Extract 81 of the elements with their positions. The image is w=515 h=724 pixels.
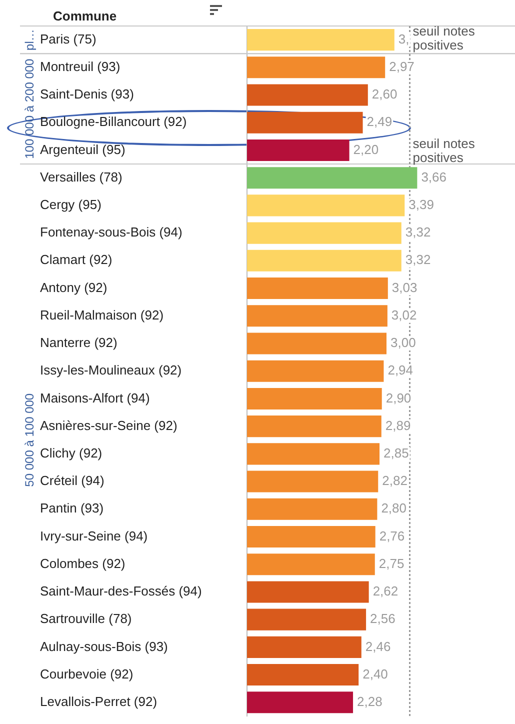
data-label: 2,46	[365, 638, 391, 654]
bar	[247, 498, 378, 520]
y-tick-label: Levallois-Perret (92)	[40, 694, 158, 709]
bar	[247, 278, 388, 300]
bar	[247, 388, 382, 410]
bar	[247, 56, 386, 78]
y-tick-label: Boulogne-Billancourt (92)	[40, 114, 187, 130]
bar	[247, 416, 382, 438]
data-label: 2,76	[379, 528, 405, 544]
y-tick-label: Paris (75)	[40, 31, 96, 46]
data-label: 2,90	[386, 390, 412, 406]
y-tick-label: Antony (92)	[40, 280, 108, 295]
y-tick-label: Fontenay-sous-Bois (94)	[40, 224, 182, 240]
data-label: 2,75	[378, 556, 404, 571]
y-tick-label: Saint-Maur-des-Fossés (94)	[40, 584, 202, 599]
y-tick-label: Créteil (94)	[40, 473, 104, 488]
data-label: 2,28	[357, 694, 382, 709]
y-tick-label: Asnières-sur-Seine (92)	[40, 418, 178, 433]
bar	[247, 636, 362, 658]
y-tick-label: Pantin (93)	[40, 500, 104, 516]
y-tick-label: Saint-Denis (93)	[40, 86, 134, 102]
y-tick-label: Clichy (92)	[40, 446, 102, 460]
bar	[247, 443, 380, 465]
y-tick-label: Versailles (78)	[40, 169, 122, 184]
y-tick-label: Issy-les-Moulineaux (92)	[40, 362, 182, 378]
bar	[247, 194, 405, 216]
y-tick-label: Aulnay-sous-Bois (93)	[40, 638, 168, 654]
y-tick-label: Maisons-Alfort (94)	[40, 390, 150, 406]
y-tick-label: Courbevoie (92)	[40, 666, 134, 682]
data-label: 2,60	[372, 86, 398, 102]
data-label: 2,85	[384, 446, 409, 460]
bar	[247, 581, 369, 603]
data-label: 3,00	[390, 335, 416, 350]
bar	[247, 470, 378, 492]
bar	[247, 29, 394, 51]
y-tick-label: Argenteuil (95)	[40, 142, 126, 157]
bar	[247, 139, 350, 162]
data-label: 2,97	[389, 58, 414, 74]
y-tick-label: Clamart (92)	[40, 252, 112, 268]
bar	[247, 167, 418, 189]
data-label: 3,	[398, 31, 410, 46]
data-label: 3,32	[405, 252, 431, 268]
y-axis-title: Commune	[53, 8, 117, 24]
data-label: 3,32	[405, 224, 431, 240]
data-label: 2,56	[370, 611, 396, 626]
bar	[247, 222, 402, 244]
bar	[247, 112, 363, 134]
data-label: 2,62	[372, 584, 398, 599]
data-label: 3,39	[408, 197, 434, 212]
y-tick-label: Sartrouville (78)	[40, 611, 132, 626]
bar	[247, 360, 384, 382]
y-tick-label: Nanterre (92)	[40, 335, 118, 350]
data-label: 2,89	[385, 418, 411, 433]
bar	[247, 250, 402, 272]
bar	[247, 526, 376, 548]
text: pl…	[22, 29, 36, 50]
y-tick-label: Rueil-Malmaison (92)	[40, 307, 164, 322]
text: 50 000 à 100 000	[22, 393, 36, 487]
data-label: 2,49	[366, 114, 392, 130]
y-tick-label: Cergy (95)	[40, 197, 102, 212]
bar	[247, 332, 386, 354]
y-tick-label: Ivry-sur-Seine (94)	[40, 528, 148, 544]
y-tick-label: Colombes (92)	[40, 556, 126, 571]
data-label: 2,82	[382, 473, 408, 488]
data-label: 3,66	[421, 169, 447, 184]
bar	[247, 608, 366, 630]
text: 100 000 à 200 000	[22, 58, 36, 159]
y-tick-label: Montreuil (93)	[40, 58, 120, 74]
bar	[247, 692, 354, 714]
data-label: 2,40	[362, 666, 388, 682]
bar	[247, 84, 368, 106]
bar	[247, 305, 388, 327]
data-label: 3,02	[391, 307, 417, 322]
annotation: seuil notes positives	[412, 136, 476, 165]
data-label: 2,20	[353, 142, 379, 157]
ref-line-label: seuil notes positives	[412, 24, 476, 53]
bar	[247, 554, 375, 576]
bar	[247, 664, 359, 686]
data-label: 2,80	[381, 500, 407, 516]
data-label: 2,94	[388, 362, 414, 378]
data-label: 3,03	[392, 280, 418, 295]
